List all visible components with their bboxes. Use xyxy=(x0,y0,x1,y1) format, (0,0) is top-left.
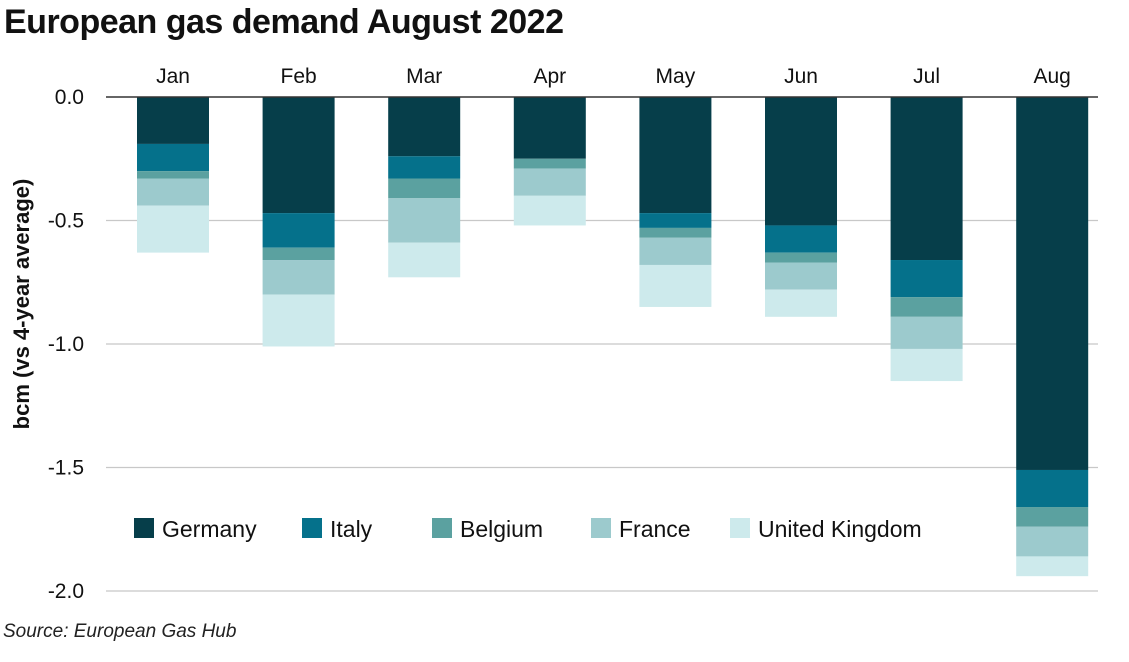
category-label-jul: Jul xyxy=(913,65,940,88)
chart-title: European gas demand August 2022 xyxy=(4,3,564,41)
bar-segment-jul-germany xyxy=(890,97,963,261)
legend-label-france: France xyxy=(619,516,691,542)
bar-segment-may-germany xyxy=(639,97,712,214)
legend-label-belgium: Belgium xyxy=(460,516,543,542)
legend-swatch-italy xyxy=(302,518,322,538)
bar-segment-feb-united-kingdom xyxy=(262,294,335,347)
bar-segment-feb-italy xyxy=(262,213,335,248)
bar-segment-jul-united-kingdom xyxy=(890,348,963,382)
bar-segment-jan-france xyxy=(137,178,209,206)
bar-segment-aug-united-kingdom xyxy=(1016,556,1089,577)
category-label-aug: Aug xyxy=(1034,65,1071,88)
category-label-feb: Feb xyxy=(281,65,317,88)
legend-label-united-kingdom: United Kingdom xyxy=(758,516,922,542)
bar-segment-jun-italy xyxy=(765,225,837,253)
bar-segment-jul-france xyxy=(890,316,963,349)
bar-segment-mar-united-kingdom xyxy=(388,242,461,278)
bar-segment-jun-germany xyxy=(765,97,837,226)
category-labels: Jan Feb Mar Apr May Jun Jul Aug xyxy=(156,65,1071,88)
y-axis-title: bcm (vs 4-year average) xyxy=(9,179,34,430)
bar-segment-mar-italy xyxy=(388,156,461,179)
bar-segment-may-italy xyxy=(639,213,712,228)
bar-segment-jan-united-kingdom xyxy=(137,205,209,253)
bar-segment-jan-belgium xyxy=(137,171,209,179)
bar-segment-jun-united-kingdom xyxy=(765,289,837,317)
bar-segment-may-united-kingdom xyxy=(639,264,712,307)
category-label-may: May xyxy=(656,65,696,88)
bar-segment-may-belgium xyxy=(639,227,712,238)
bar-segment-feb-belgium xyxy=(262,247,335,261)
bars xyxy=(137,97,1089,577)
bar-segment-jul-italy xyxy=(890,260,963,298)
bar-segment-aug-germany xyxy=(1016,97,1089,470)
bar-segment-may-france xyxy=(639,237,712,265)
bar-segment-mar-belgium xyxy=(388,178,461,199)
category-label-jan: Jan xyxy=(156,65,190,88)
bar-segment-jun-france xyxy=(765,262,837,290)
bar-segment-aug-italy xyxy=(1016,469,1089,508)
legend-swatch-belgium xyxy=(432,518,452,538)
y-axis-ticks: 0.0 -0.5 -1.0 -1.5 -2.0 xyxy=(48,86,84,603)
legend: Germany Italy Belgium France United Kingdom xyxy=(134,516,922,542)
y-tick-label: -2.0 xyxy=(48,580,84,603)
bar-segment-apr-belgium xyxy=(513,158,586,169)
bar-segment-jul-belgium xyxy=(890,297,963,317)
bar-segment-jun-belgium xyxy=(765,252,837,263)
y-tick-label: -0.5 xyxy=(48,210,84,233)
y-tick-label: -1.0 xyxy=(48,333,84,356)
bar-segment-feb-germany xyxy=(262,97,335,214)
category-label-mar: Mar xyxy=(406,65,442,88)
legend-label-germany: Germany xyxy=(162,516,257,542)
legend-label-italy: Italy xyxy=(330,516,373,542)
legend-swatch-germany xyxy=(134,518,154,538)
bar-segment-mar-germany xyxy=(388,97,461,157)
bar-segment-mar-france xyxy=(388,198,461,243)
legend-swatch-france xyxy=(591,518,611,538)
category-label-apr: Apr xyxy=(533,65,566,88)
bar-segment-apr-germany xyxy=(513,97,586,159)
bar-segment-apr-france xyxy=(513,168,586,196)
source-note: Source: European Gas Hub xyxy=(3,621,237,642)
category-label-jun: Jun xyxy=(784,65,818,88)
bar-segment-jan-italy xyxy=(137,143,209,172)
y-tick-label: -1.5 xyxy=(48,457,84,480)
y-tick-label: 0.0 xyxy=(55,86,84,109)
bar-segment-jan-germany xyxy=(137,97,209,144)
bar-segment-aug-france xyxy=(1016,526,1089,557)
legend-swatch-united-kingdom xyxy=(730,518,750,538)
bar-segment-feb-france xyxy=(262,260,335,295)
bar-segment-aug-belgium xyxy=(1016,507,1089,527)
bar-segment-apr-united-kingdom xyxy=(513,195,586,226)
